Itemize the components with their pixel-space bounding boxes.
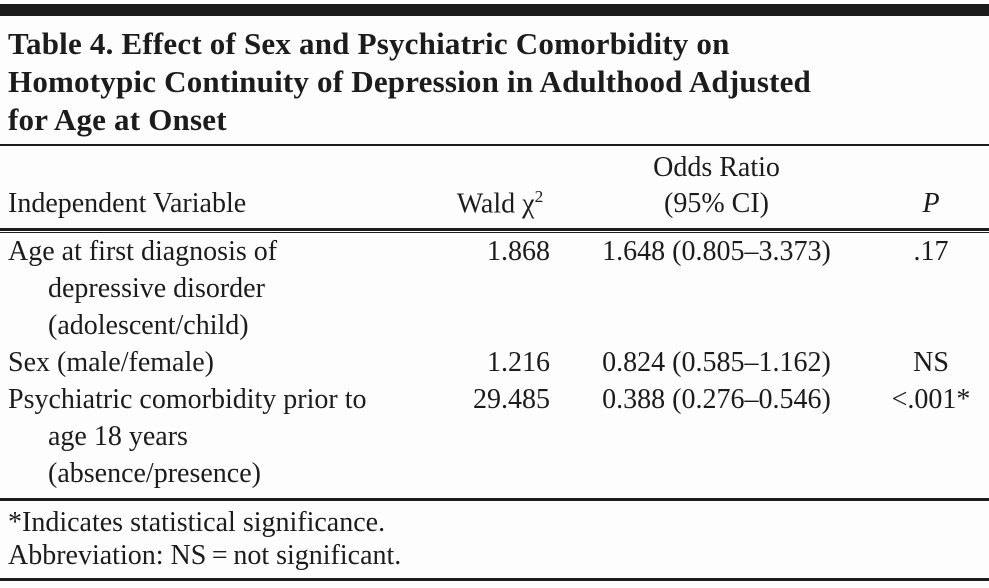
wald-chi-square-value: 29.485: [473, 384, 550, 415]
variable-text-continued: (adolescent/child): [48, 310, 249, 341]
table-header-row: Independent Variable Wald χ2 Odds Ratio …: [0, 146, 989, 228]
table-row-age-at-first-diagnosis: Age at first diagnosis of depressive dis…: [0, 233, 989, 344]
wald-chi-square-value: 1.216: [487, 347, 550, 378]
title-rule: [0, 144, 989, 146]
wald-chi-square-value: 1.868: [487, 236, 550, 267]
variable-text-continued: (absence/presence): [48, 458, 261, 489]
table-row-sex: Sex (male/female) 1.216 0.824 (0.585–1.1…: [0, 344, 989, 381]
odds-ratio-label-line2: (95% CI): [664, 188, 769, 219]
table-footnotes: *Indicates statistical significance. Abb…: [0, 501, 989, 572]
p-value: .17: [913, 236, 949, 267]
variable-text: Psychiatric comorbidity prior to: [8, 384, 367, 415]
column-header-wald-chi-square: Wald χ2: [440, 179, 560, 222]
table-title-line: for Age at Onset: [8, 102, 227, 137]
variable-text: Age at first diagnosis of: [8, 236, 278, 267]
p-value: <.001*: [891, 384, 971, 415]
column-header-odds-ratio: Odds Ratio (95% CI): [560, 150, 873, 222]
variable-cell: Psychiatric comorbidity prior to age 18 …: [0, 381, 440, 492]
table-title-line: Homotypic Continuity of Depression in Ad…: [8, 64, 812, 99]
odds-ratio-value: 0.388 (0.276–0.546): [602, 384, 831, 415]
table-row-psychiatric-comorbidity: Psychiatric comorbidity prior to age 18 …: [0, 381, 989, 492]
top-rule: [0, 4, 989, 16]
column-header-p-value: P: [922, 188, 940, 219]
odds-ratio-label-line1: Odds Ratio: [653, 152, 780, 183]
table-title-line: Table 4. Effect of Sex and Psychiatric C…: [8, 26, 730, 61]
bottom-rule: [0, 578, 989, 581]
p-value: NS: [913, 347, 949, 378]
table-title: Table 4. Effect of Sex and Psychiatric C…: [8, 25, 981, 139]
footnote-significance: *Indicates statistical significance.: [8, 507, 386, 538]
footnote-rule: [0, 498, 989, 501]
variable-text-continued: age 18 years: [48, 421, 188, 452]
variable-text-continued: depressive disorder: [48, 273, 265, 304]
header-rule: [0, 228, 989, 233]
variable-text: Sex (male/female): [8, 347, 215, 378]
odds-ratio-value: 1.648 (0.805–3.373): [602, 236, 831, 267]
wald-chi-exponent: 2: [534, 186, 544, 206]
variable-cell: Age at first diagnosis of depressive dis…: [0, 233, 440, 344]
wald-chi-label: Wald χ: [456, 188, 535, 219]
column-header-independent-variable: Independent Variable: [8, 188, 247, 219]
footnote-abbreviation: Abbreviation: NS = not significant.: [8, 540, 402, 571]
variable-cell: Sex (male/female): [0, 344, 440, 381]
table-body: Age at first diagnosis of depressive dis…: [0, 233, 989, 492]
odds-ratio-value: 0.824 (0.585–1.162): [602, 347, 831, 378]
